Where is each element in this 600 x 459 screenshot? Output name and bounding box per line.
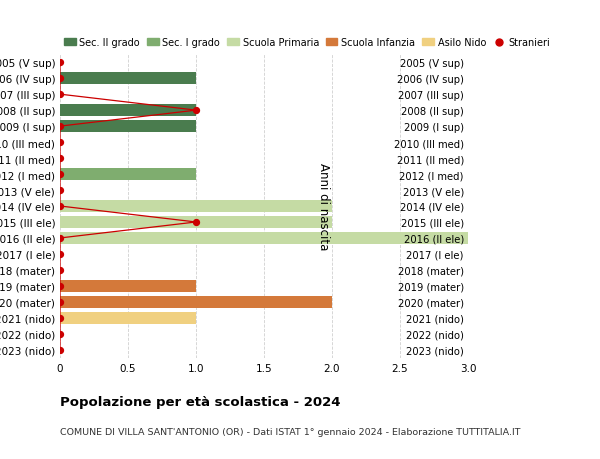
Bar bbox=[60, 201, 332, 213]
Legend: Sec. II grado, Sec. I grado, Scuola Primaria, Scuola Infanzia, Asilo Nido, Stran: Sec. II grado, Sec. I grado, Scuola Prim… bbox=[60, 34, 554, 52]
Bar bbox=[60, 169, 196, 181]
Y-axis label: Anni di nascita: Anni di nascita bbox=[317, 163, 331, 250]
Point bbox=[55, 251, 65, 258]
Bar bbox=[60, 296, 332, 308]
Bar bbox=[60, 217, 332, 229]
Bar bbox=[60, 73, 196, 85]
Point bbox=[55, 59, 65, 67]
Point bbox=[55, 91, 65, 99]
Point bbox=[191, 219, 201, 226]
Bar bbox=[60, 121, 196, 133]
Point bbox=[55, 139, 65, 146]
Point bbox=[55, 75, 65, 83]
Text: COMUNE DI VILLA SANT'ANTONIO (OR) - Dati ISTAT 1° gennaio 2024 - Elaborazione TU: COMUNE DI VILLA SANT'ANTONIO (OR) - Dati… bbox=[60, 427, 521, 436]
Point bbox=[55, 187, 65, 194]
Point bbox=[55, 171, 65, 179]
Point bbox=[55, 283, 65, 290]
Point bbox=[55, 235, 65, 242]
Bar bbox=[60, 105, 196, 117]
Bar bbox=[60, 312, 196, 324]
Point bbox=[55, 314, 65, 322]
Point bbox=[55, 123, 65, 130]
Bar bbox=[60, 232, 468, 244]
Point bbox=[55, 298, 65, 306]
Point bbox=[55, 330, 65, 338]
Text: Popolazione per età scolastica - 2024: Popolazione per età scolastica - 2024 bbox=[60, 395, 341, 408]
Point bbox=[55, 267, 65, 274]
Point bbox=[55, 155, 65, 162]
Point bbox=[191, 107, 201, 115]
Point bbox=[55, 347, 65, 354]
Point bbox=[55, 203, 65, 210]
Bar bbox=[60, 280, 196, 292]
